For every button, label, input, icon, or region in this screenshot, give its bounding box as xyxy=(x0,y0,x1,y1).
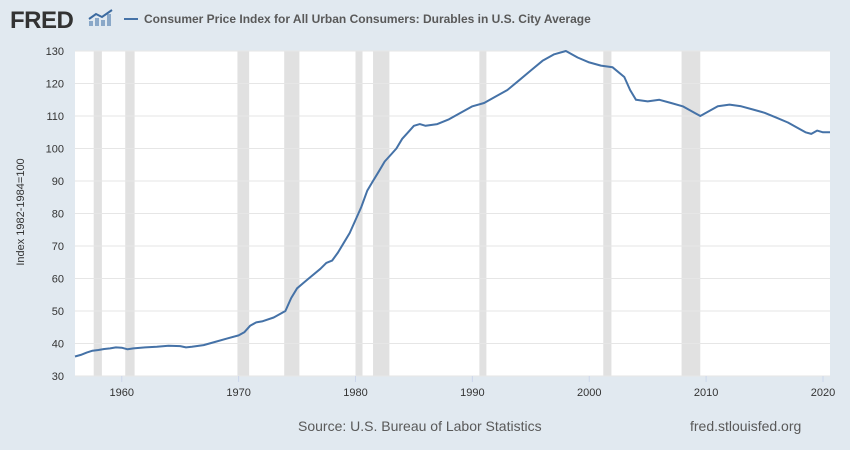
y-tick-label: 70 xyxy=(52,241,64,253)
source-text: Source: U.S. Bureau of Labor Statistics xyxy=(298,418,542,434)
y-tick-label: 90 xyxy=(52,176,64,188)
y-axis-ticks: 30 40 50 60 70 80 90 100 110 120 130 xyxy=(46,46,64,383)
x-tick-label: 1960 xyxy=(110,387,134,399)
y-tick-label: 40 xyxy=(52,339,64,351)
y-tick-label: 60 xyxy=(52,274,64,286)
x-tick-label: 1980 xyxy=(343,387,367,399)
series-line[interactable] xyxy=(74,50,830,358)
chart-header: FRED Consumer Price Index for All Urban … xyxy=(0,0,850,40)
chart-legend[interactable]: Consumer Price Index for All Urban Consu… xyxy=(124,11,591,27)
y-tick-label: 120 xyxy=(46,79,64,91)
y-tick-label: 30 xyxy=(52,371,64,383)
x-tick-label: 1970 xyxy=(226,387,250,399)
fred-logo[interactable]: FRED xyxy=(10,7,74,34)
x-tick-label: 2000 xyxy=(577,387,601,399)
site-link[interactable]: fred.stlouisfed.org xyxy=(690,418,802,434)
y-tick-label: 130 xyxy=(46,46,64,58)
x-axis-ticks: 1960 1970 1980 1990 2000 2010 2020 xyxy=(110,376,835,399)
y-tick-label: 110 xyxy=(46,111,64,123)
y-tick-label: 80 xyxy=(52,209,64,221)
y-tick-label: 100 xyxy=(46,144,64,156)
x-tick-label: 2010 xyxy=(694,387,718,399)
y-tick-label: 50 xyxy=(52,306,64,318)
line-chart-icon xyxy=(88,9,114,27)
grid-lines xyxy=(75,50,830,377)
y-axis-title: Index 1982-1984=100 xyxy=(15,158,27,265)
legend-swatch xyxy=(124,18,138,20)
legend-label: Consumer Price Index for All Urban Consu… xyxy=(144,12,591,26)
x-tick-label: 2020 xyxy=(811,387,835,399)
x-tick-label: 1990 xyxy=(460,387,484,399)
